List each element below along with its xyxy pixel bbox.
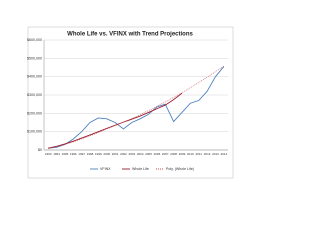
series-line <box>48 66 225 149</box>
x-tick-label: 1993 <box>45 152 52 156</box>
series-line <box>48 65 224 149</box>
x-tick-label: 2013 <box>212 152 219 156</box>
legend-label: Whole Life <box>132 167 149 171</box>
x-tick-label: 1997 <box>78 152 85 156</box>
x-tick-label: 1995 <box>62 152 69 156</box>
y-tick-label: $200,000 <box>27 111 42 115</box>
chart-title: Whole Life vs. VFINX with Trend Projecti… <box>67 32 193 38</box>
x-tick-label: 2002 <box>120 152 127 156</box>
x-tick-label: 2011 <box>196 152 203 156</box>
y-tick-label: $400,000 <box>27 75 42 79</box>
y-tick-label: $0 <box>38 148 42 152</box>
x-tick-label: 2001 <box>112 152 119 156</box>
legend-label: VFINX <box>100 167 111 171</box>
legend-label: Poly. (Whole Life) <box>166 167 194 171</box>
chart: Whole Life vs. VFINX with Trend Projecti… <box>27 26 234 179</box>
x-tick-label: 2008 <box>170 152 177 156</box>
chart-frame <box>27 26 234 179</box>
x-tick-label: 2009 <box>179 152 186 156</box>
x-tick-label: 2014 <box>220 152 227 156</box>
x-tick-label: 2012 <box>204 152 211 156</box>
x-tick-label: 2003 <box>128 152 135 156</box>
x-tick-label: 2005 <box>145 152 152 156</box>
x-tick-label: 2004 <box>137 152 144 156</box>
x-tick-label: 2010 <box>187 152 194 156</box>
y-tick-label: $500,000 <box>27 56 42 60</box>
x-tick-label: 1996 <box>70 152 77 156</box>
x-tick-label: 1999 <box>95 152 102 156</box>
x-tick-label: 2006 <box>154 152 161 156</box>
x-tick-label: 1994 <box>53 152 60 156</box>
y-tick-label: $300,000 <box>27 93 42 97</box>
x-tick-label: 1998 <box>87 152 94 156</box>
y-tick-label: $600,000 <box>27 38 42 42</box>
x-tick-label: 2007 <box>162 152 169 156</box>
y-tick-label: $100,000 <box>27 130 42 134</box>
x-tick-label: 2000 <box>103 152 110 156</box>
series-line <box>48 92 183 149</box>
